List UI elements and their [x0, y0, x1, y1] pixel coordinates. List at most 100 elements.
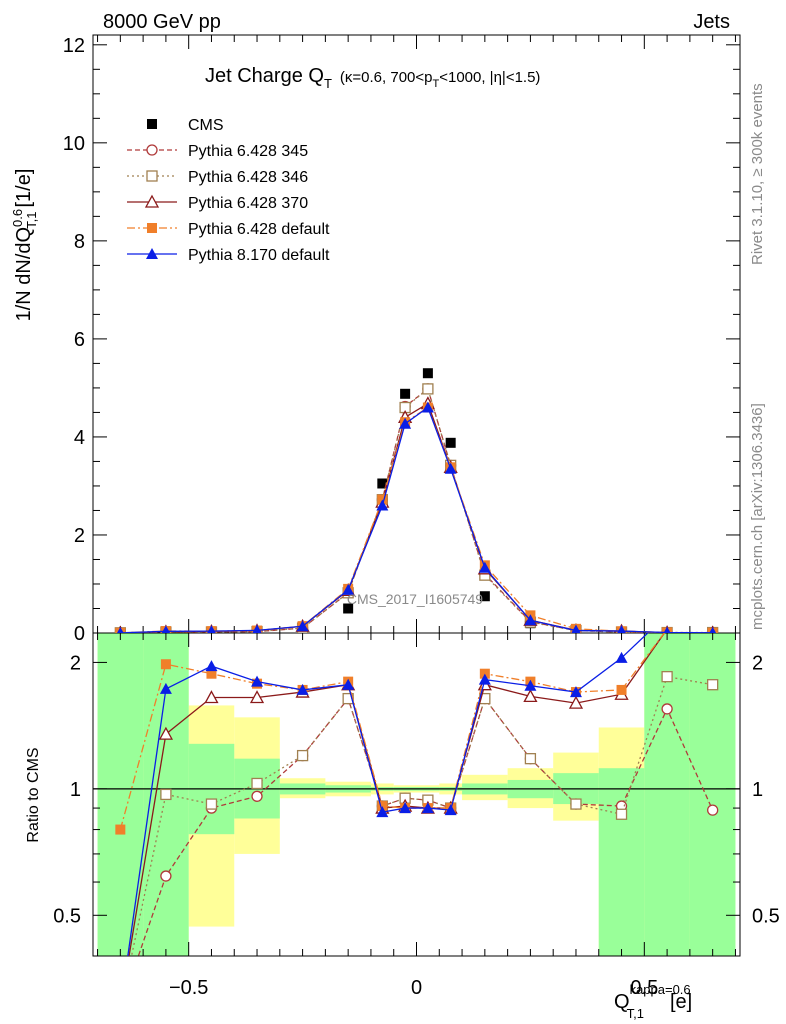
data-point	[479, 591, 490, 602]
data-point	[116, 626, 124, 633]
header-right: Jets	[693, 11, 730, 33]
ratio-point	[377, 801, 388, 812]
data-point	[296, 620, 309, 632]
ratio-point	[568, 695, 584, 709]
y-tick-label: 12	[63, 35, 85, 57]
data-point	[161, 625, 171, 633]
legend-label: Pythia 8.170 default	[188, 247, 330, 264]
ratio-line	[130, 675, 713, 956]
y-tick-label: 2	[74, 525, 85, 547]
ratio-point	[342, 678, 355, 690]
ratio-line	[127, 633, 649, 956]
ratio-series	[115, 633, 719, 956]
ratio-point	[251, 790, 263, 802]
rivet-label: Rivet 3.1.10, ≥ 300k events	[749, 83, 766, 265]
legend-marker	[144, 194, 160, 208]
ratio-point	[444, 804, 457, 816]
y-tick-label: 8	[74, 231, 85, 253]
ratio-point	[478, 673, 491, 685]
legend-label: Pythia 6.428 346	[188, 169, 308, 186]
ratio-uncertainty-bands	[97, 633, 736, 956]
legend: CMS Pythia 6.428 345 Pythia 6.428 346 Pythi…	[127, 117, 330, 264]
data-point	[571, 624, 581, 633]
legend-marker	[146, 144, 158, 156]
legend-label: Pythia 6.428 default	[188, 221, 330, 238]
data-point	[478, 561, 491, 573]
ratio-point	[615, 808, 628, 820]
data-point	[399, 417, 412, 429]
ratio-point	[251, 675, 264, 687]
ratio-point	[523, 689, 538, 703]
x-tick-label: 0.5	[630, 977, 658, 999]
ratio-point	[570, 798, 582, 810]
ratio-point	[205, 798, 218, 810]
data-point	[444, 462, 457, 474]
y-tick-label: 6	[74, 329, 85, 351]
data-point	[663, 626, 671, 633]
ratio-point	[421, 802, 434, 814]
legend-label: Pythia 6.428 370	[188, 195, 308, 212]
x-axis-label: Qkappa=0.6 T,1[e]	[614, 982, 692, 1021]
ratio-point	[376, 806, 389, 818]
data-point	[343, 603, 354, 614]
data-point	[252, 624, 262, 633]
data-point	[422, 383, 434, 395]
data-point	[422, 368, 433, 379]
series-line	[120, 406, 713, 633]
ratio-point	[296, 749, 309, 762]
data-point	[617, 625, 626, 633]
x-tick-label: 0	[411, 977, 422, 999]
ratio-series-5	[127, 633, 649, 956]
ratio-y-tick-label-right: 0.5	[752, 905, 780, 927]
data-point	[709, 626, 717, 633]
ratio-point	[524, 679, 537, 691]
data-point	[207, 625, 216, 633]
analysis-watermark: CMS_2017_I1605749	[347, 591, 483, 607]
series-5	[116, 401, 717, 633]
band-green	[97, 633, 144, 956]
ratio-line	[119, 633, 666, 830]
ratio-point	[159, 682, 172, 694]
ratio-point	[251, 777, 263, 790]
main-series	[114, 368, 719, 633]
legend-marker	[147, 223, 157, 233]
ratio-point	[661, 670, 673, 683]
y-axis-label: 1/N dN/dQ0.6T,1[1/e]	[10, 169, 39, 322]
data-point	[421, 401, 434, 413]
ratio-series-2	[130, 670, 719, 956]
ratio-point	[205, 660, 218, 672]
data-point	[400, 388, 411, 399]
ratio-point	[661, 703, 673, 715]
band-green	[598, 768, 645, 956]
ratio-point	[524, 753, 537, 765]
ratio-point	[569, 686, 582, 698]
ratio-y-tick-label-right: 2	[752, 652, 763, 674]
y-tick-label: 0	[74, 623, 85, 645]
ratio-point	[204, 690, 219, 704]
ratio-point	[296, 683, 309, 695]
data-point	[445, 437, 456, 448]
data-point	[377, 478, 388, 489]
x-tick-label: −0.5	[169, 977, 208, 999]
ratio-point	[160, 870, 172, 882]
ratio-y-tick-label-right: 1	[752, 779, 763, 801]
data-point	[524, 614, 537, 626]
ratio-y-axis-label: Ratio to CMS	[25, 747, 42, 842]
ratio-point	[249, 690, 265, 704]
ratio-y-tick-label: 1	[70, 779, 81, 801]
ratio-point	[158, 726, 173, 740]
ratio-point	[616, 684, 627, 695]
legend-label: CMS	[188, 117, 224, 134]
plot-title: Jet Charge QT (κ=0.6, 700<pT<1000, |η|<1.…	[205, 65, 540, 91]
data-point	[342, 583, 355, 595]
ratio-point	[707, 679, 719, 691]
legend-marker	[147, 119, 157, 129]
ratio-point	[206, 668, 217, 679]
ratio-line	[128, 633, 666, 956]
ratio-point	[160, 788, 172, 801]
legend-marker	[146, 170, 158, 182]
header-left: 8000 GeV pp	[103, 11, 221, 33]
ratio-point	[707, 804, 719, 816]
ratio-y-tick-label: 0.5	[53, 905, 81, 927]
